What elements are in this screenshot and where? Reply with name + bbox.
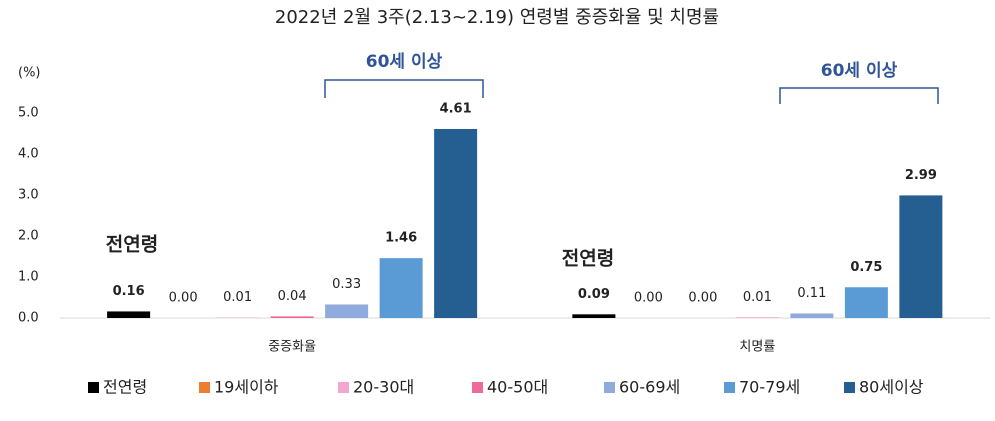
annotation: 전연령 — [562, 248, 614, 270]
y-tick-label: 5.0 — [18, 106, 39, 121]
value-label: 0.11 — [797, 286, 826, 301]
legend-swatch — [844, 382, 855, 393]
bar — [899, 195, 943, 318]
bar — [379, 258, 423, 318]
legend-swatch — [199, 382, 210, 393]
value-label: 2.99 — [905, 168, 937, 183]
annotation: 60세 이상 — [366, 52, 443, 72]
legend-swatch — [88, 382, 99, 393]
y-tick-label: 0.0 — [18, 311, 39, 326]
legend-text: 40-50대 — [487, 378, 548, 397]
legend-swatch — [472, 382, 483, 393]
y-axis-label: (%) — [18, 66, 41, 81]
bar — [844, 287, 888, 318]
legend-swatch — [604, 382, 615, 393]
annotation: 전연령 — [106, 234, 158, 256]
value-label: 0.16 — [113, 284, 145, 299]
value-label: 0.09 — [578, 287, 610, 302]
value-label: 4.61 — [440, 101, 472, 116]
bracket — [779, 87, 939, 104]
value-label: 1.46 — [385, 231, 417, 246]
value-label: 0.75 — [850, 260, 882, 275]
legend-swatch — [724, 382, 735, 393]
value-label: 0.04 — [278, 289, 307, 304]
value-label: 0.01 — [223, 290, 252, 305]
bar — [572, 314, 616, 318]
x-tick-label: 중증화율 — [268, 340, 316, 355]
y-tick-label: 3.0 — [18, 188, 39, 203]
legend-text: 70-79세 — [739, 378, 800, 397]
legend-text: 60-69세 — [619, 378, 680, 397]
y-tick-label: 1.0 — [18, 270, 39, 285]
legend-text: 20-30대 — [353, 378, 414, 397]
y-tick-label: 4.0 — [18, 147, 39, 162]
bar — [107, 311, 151, 318]
legend-text: 19세이하 — [214, 378, 279, 397]
legend-text: 80세이상 — [859, 378, 924, 397]
legend-text: 전연령 — [103, 378, 147, 397]
value-label: 0.00 — [169, 291, 198, 306]
legend-swatch — [338, 382, 349, 393]
bar — [790, 313, 834, 318]
value-label: 0.01 — [743, 290, 772, 305]
y-tick-label: 2.0 — [18, 229, 39, 244]
bracket — [324, 79, 484, 98]
value-label: 0.33 — [332, 277, 361, 292]
bar — [325, 304, 369, 318]
bar — [434, 128, 478, 318]
value-label: 0.00 — [634, 291, 663, 306]
x-tick-label: 치명률 — [739, 340, 775, 355]
bar — [270, 316, 314, 318]
chart-title: 2022년 2월 3주(2.13~2.19) 연령별 중증화율 및 치명률 — [275, 7, 719, 28]
value-label: 0.00 — [688, 291, 717, 306]
annotation: 60세 이상 — [821, 61, 898, 81]
